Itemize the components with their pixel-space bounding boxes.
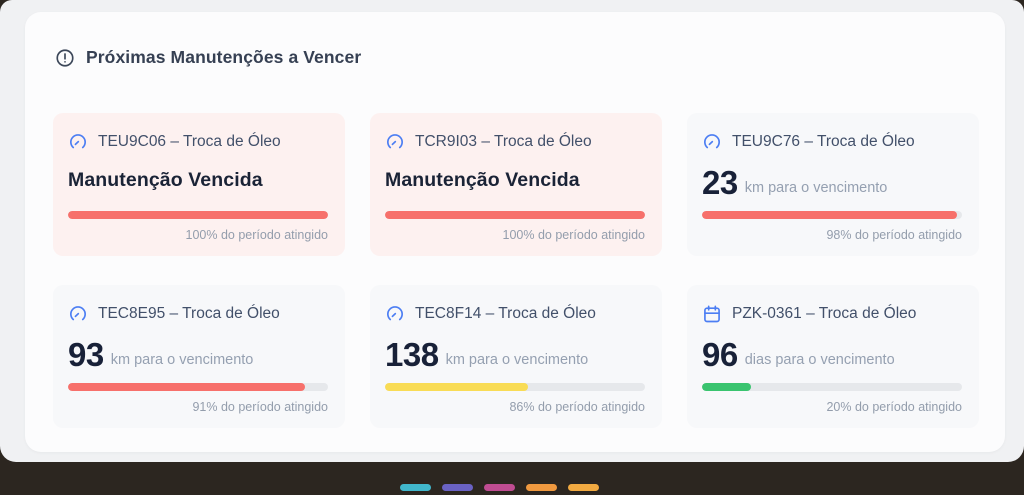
card-main: Manutenção Vencida bbox=[68, 152, 328, 199]
progress-track bbox=[702, 211, 962, 219]
panel-title: Próximas Manutenções a Vencer bbox=[86, 47, 362, 67]
taskbar-app-icon[interactable] bbox=[526, 484, 557, 491]
progress-label: 20% do período atingido bbox=[826, 400, 962, 414]
card-title: PZK-0361 – Troca de Óleo bbox=[732, 305, 917, 322]
progress-fill bbox=[385, 383, 528, 391]
app-window: Próximas Manutenções a Vencer TEU9C06 – … bbox=[0, 0, 1024, 462]
maintenance-card[interactable]: TEC8E95 – Troca de Óleo 93 km para o ven… bbox=[53, 285, 345, 428]
value-number: 93 bbox=[68, 336, 104, 373]
progress-fill bbox=[385, 211, 645, 219]
card-title: TEC8E95 – Troca de Óleo bbox=[98, 305, 280, 322]
progress-track bbox=[702, 383, 962, 391]
progress-label: 98% do período atingido bbox=[826, 228, 962, 242]
card-header: TEC8F14 – Troca de Óleo bbox=[385, 304, 645, 324]
progress-fill bbox=[68, 383, 305, 391]
calendar-icon bbox=[702, 304, 722, 324]
gauge-icon bbox=[385, 304, 405, 324]
taskbar-icons bbox=[400, 484, 599, 491]
gauge-icon bbox=[385, 132, 405, 152]
taskbar-app-icon[interactable] bbox=[442, 484, 473, 491]
value-unit: km para o vencimento bbox=[445, 352, 589, 368]
card-header: TEU9C76 – Troca de Óleo bbox=[702, 132, 962, 152]
progress-track bbox=[68, 383, 328, 391]
maintenance-cards-grid: TEU9C06 – Troca de Óleo Manutenção Venci… bbox=[53, 113, 979, 428]
value-unit: dias para o vencimento bbox=[744, 352, 895, 368]
maintenance-panel: Próximas Manutenções a Vencer TEU9C06 – … bbox=[25, 12, 1005, 452]
maintenance-card[interactable]: TEC8F14 – Troca de Óleo 138 km para o ve… bbox=[370, 285, 662, 428]
maintenance-card[interactable]: TEU9C76 – Troca de Óleo 23 km para o ven… bbox=[687, 113, 979, 256]
card-header: TEU9C06 – Troca de Óleo bbox=[68, 132, 328, 152]
panel-header: Próximas Manutenções a Vencer bbox=[55, 47, 361, 68]
progress-label: 86% do período atingido bbox=[509, 400, 645, 414]
gauge-icon bbox=[68, 304, 88, 324]
gauge-icon bbox=[68, 132, 88, 152]
taskbar-app-icon[interactable] bbox=[568, 484, 599, 491]
progress-label: 91% do período atingido bbox=[192, 400, 328, 414]
progress-fill bbox=[702, 211, 957, 219]
card-title: TCR9I03 – Troca de Óleo bbox=[415, 133, 592, 150]
gauge-icon bbox=[702, 132, 722, 152]
card-header: TCR9I03 – Troca de Óleo bbox=[385, 132, 645, 152]
progress-fill bbox=[68, 211, 328, 219]
progress-fill bbox=[702, 383, 752, 391]
card-title: TEC8F14 – Troca de Óleo bbox=[415, 305, 596, 322]
maintenance-card[interactable]: TCR9I03 – Troca de Óleo Manutenção Venci… bbox=[370, 113, 662, 256]
progress-track bbox=[68, 211, 328, 219]
card-main: 23 km para o vencimento bbox=[702, 152, 962, 199]
card-main: Manutenção Vencida bbox=[385, 152, 645, 199]
progress-track bbox=[385, 211, 645, 219]
progress-track bbox=[385, 383, 645, 391]
card-main: 138 km para o vencimento bbox=[385, 324, 645, 371]
value-number: 138 bbox=[385, 336, 439, 373]
card-header: PZK-0361 – Troca de Óleo bbox=[702, 304, 962, 324]
card-title: TEU9C76 – Troca de Óleo bbox=[732, 133, 915, 150]
maintenance-card[interactable]: PZK-0361 – Troca de Óleo 96 dias para o … bbox=[687, 285, 979, 428]
progress-label: 100% do período atingido bbox=[502, 228, 645, 242]
taskbar-app-icon[interactable] bbox=[400, 484, 431, 491]
status-text: Manutenção Vencida bbox=[385, 169, 580, 191]
maintenance-card[interactable]: TEU9C06 – Troca de Óleo Manutenção Venci… bbox=[53, 113, 345, 256]
taskbar-app-icon[interactable] bbox=[484, 484, 515, 491]
status-text: Manutenção Vencida bbox=[68, 169, 263, 191]
value-number: 96 bbox=[702, 336, 738, 373]
progress-label: 100% do período atingido bbox=[185, 228, 328, 242]
value-unit: km para o vencimento bbox=[744, 180, 888, 196]
card-main: 93 km para o vencimento bbox=[68, 324, 328, 371]
card-title: TEU9C06 – Troca de Óleo bbox=[98, 133, 281, 150]
value-number: 23 bbox=[702, 164, 738, 201]
card-header: TEC8E95 – Troca de Óleo bbox=[68, 304, 328, 324]
alert-circle-icon bbox=[55, 48, 75, 68]
value-unit: km para o vencimento bbox=[110, 352, 254, 368]
card-main: 96 dias para o vencimento bbox=[702, 324, 962, 371]
